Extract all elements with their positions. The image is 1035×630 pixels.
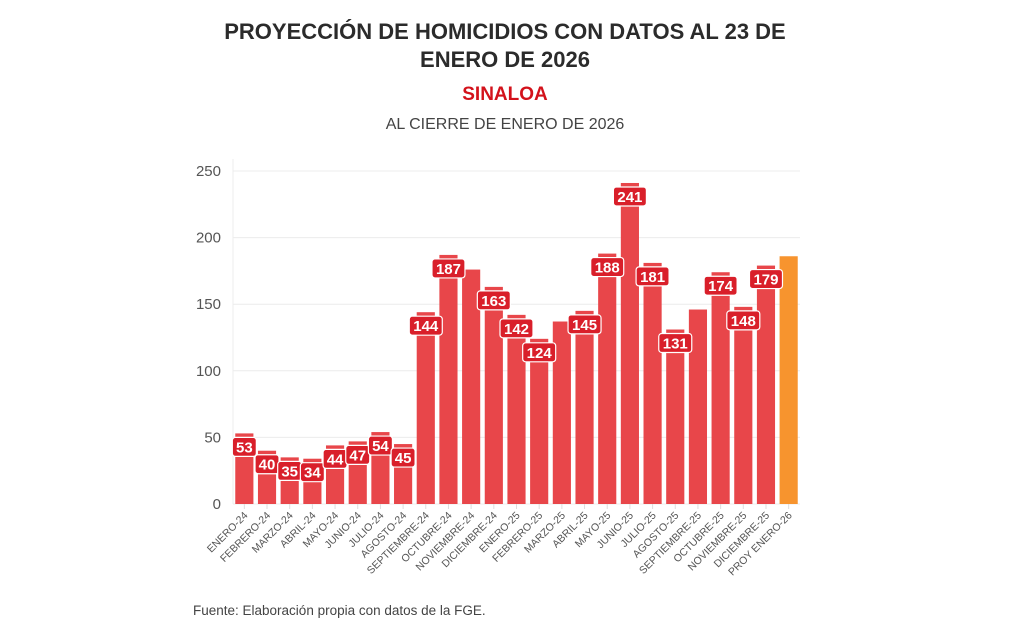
data-label: 142 [499,318,534,339]
data-label-text: 34 [304,465,321,482]
bar [552,321,571,504]
data-label-bg [299,462,325,483]
data-label-text: 187 [436,261,461,278]
y-tick-label: 250 [196,163,221,180]
data-label: 174 [703,275,738,296]
chart-title: PROYECCIÓN DE HOMICIDIOS CON DATOS AL 23… [0,18,1010,74]
y-tick-label: 200 [196,230,221,247]
bar [756,265,776,504]
data-label: 53 [231,436,257,458]
bar [416,312,435,504]
data-label-bg [390,447,416,468]
y-tick-label: 0 [213,496,221,513]
data-label-text: 40 [259,457,276,474]
data-label: 145 [567,314,602,335]
data-label: 47 [345,444,371,465]
data-label: 124 [522,342,557,363]
data-label: 187 [431,258,466,279]
data-label-text: 174 [708,278,734,295]
data-label: 181 [635,266,670,287]
data-label-text: 163 [481,293,506,310]
data-label-text: 241 [617,189,642,206]
data-label-text: 53 [236,439,253,456]
data-label-bg [726,310,761,331]
data-label-bg [499,318,534,339]
bar-projection [779,256,798,504]
data-label-bg [567,314,602,335]
bar [507,314,526,504]
bar [575,310,594,504]
data-label-text: 144 [413,318,439,335]
source-note: Fuente: Elaboración propia con datos de … [193,603,486,618]
data-label: 188 [590,256,625,278]
data-label-text: 181 [640,269,665,286]
y-tick-label: 50 [204,429,221,446]
data-label-bg [612,186,648,207]
data-label: 131 [658,332,693,354]
bar [484,286,503,504]
data-label: 144 [408,315,443,336]
data-label-text: 142 [504,321,529,338]
bars [235,182,798,504]
state-subtitle: SINALOA [462,84,548,105]
data-label-text: 54 [372,438,389,455]
y-axis-ticks: 0 50 100 150 200 250 [196,163,221,513]
data-label: 179 [748,268,784,290]
data-label: 54 [367,435,394,456]
chart-title-line1: PROYECCIÓN DE HOMICIDIOS CON DATOS AL 23… [224,19,786,44]
data-label-bg [231,436,257,458]
bar [620,182,639,504]
bar [598,253,617,504]
data-label-bg [748,268,784,290]
data-label: 163 [476,290,511,311]
data-label: 35 [277,460,303,481]
data-label-bg [408,315,443,336]
data-label-text: 131 [663,336,688,353]
data-label-bg [635,266,670,287]
data-label: 45 [390,447,416,468]
data-label: 40 [254,454,280,475]
period-subtitle: AL CIERRE DE ENERO DE 2026 [385,116,625,133]
data-labels: 53 40 35 34 44 47 54 45 144 187 163 142 124 145 188 241… [231,186,784,483]
data-label: 34 [299,462,325,483]
bar [530,338,549,504]
bar [462,269,481,504]
data-label-text: 47 [349,447,366,464]
data-label-bg [522,342,557,363]
y-tick-label: 100 [196,363,221,380]
bar [711,272,730,504]
data-label: 148 [726,310,761,331]
data-label-text: 45 [395,450,412,467]
data-label-bg [476,290,511,311]
data-label-text: 188 [595,260,620,277]
data-label: 44 [322,448,348,469]
data-label-text: 44 [327,451,344,468]
x-axis-ticks: ENERO-24FEBRERO-24MARZO-24ABRIL-24MAYO-2… [205,504,795,578]
data-label-text: 179 [753,272,778,289]
data-label-bg [590,256,625,278]
bar-chart: 0 50 100 150 200 250 53 40 35 34 44 47 54 45 144 187 16… [196,159,800,578]
bar [688,309,708,504]
data-label-bg [658,332,693,354]
bar [666,329,685,504]
data-label-text: 148 [731,313,756,330]
bar [643,262,662,504]
data-label-text: 124 [527,345,553,362]
data-label-bg [367,435,394,456]
chart-title-line2: ENERO DE 2026 [420,47,590,72]
data-label: 241 [612,186,648,207]
y-tick-label: 150 [196,296,221,313]
data-label-text: 145 [572,317,597,334]
bar [439,254,458,504]
data-label-bg [703,275,738,296]
data-label-bg [431,258,466,279]
bar [734,306,753,504]
data-label-text: 35 [281,463,298,480]
